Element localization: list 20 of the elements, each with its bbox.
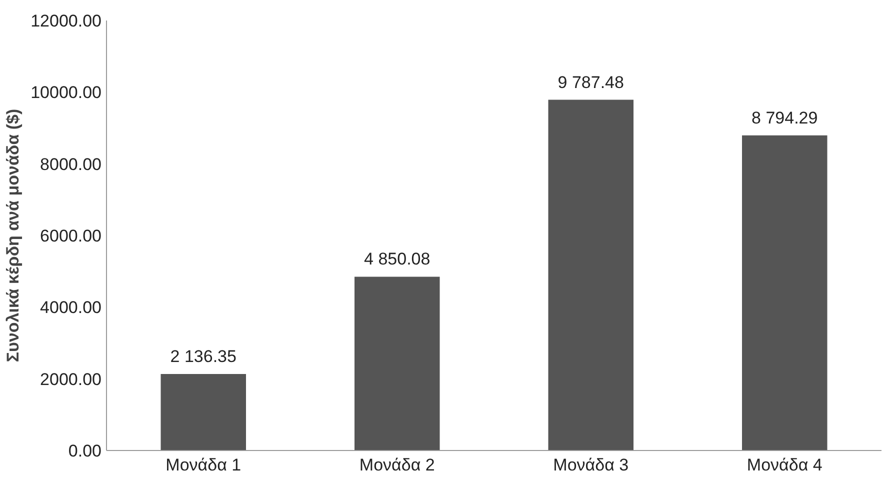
y-tick-label: 6000.00 bbox=[40, 226, 102, 246]
x-tick-label: Μονάδα 1 bbox=[166, 456, 242, 474]
data-label: 2 136.35 bbox=[170, 346, 236, 366]
y-tick-label: 8000.00 bbox=[40, 154, 102, 174]
x-tick-label: Μονάδα 3 bbox=[553, 456, 629, 474]
y-tick-label: 0.00 bbox=[68, 442, 102, 460]
y-tick-label: 10000.00 bbox=[30, 83, 102, 102]
y-tick-label: 2000.00 bbox=[40, 370, 102, 389]
data-label: 4 850.08 bbox=[364, 250, 430, 269]
y-axis-title: Συνολικά κέρδη ανά μονάδα ($) bbox=[4, 108, 23, 362]
x-tick-label: Μονάδα 2 bbox=[359, 456, 435, 474]
bar bbox=[160, 374, 246, 450]
data-label: 8 794.29 bbox=[752, 108, 818, 128]
x-tick-label: Μονάδα 4 bbox=[746, 456, 822, 474]
bar bbox=[354, 276, 440, 450]
bar bbox=[742, 135, 828, 450]
y-tick-label: 4000.00 bbox=[40, 298, 102, 318]
y-tick-label: 12000.00 bbox=[30, 12, 102, 30]
data-label: 9 787.48 bbox=[558, 72, 624, 92]
bar bbox=[548, 100, 634, 450]
